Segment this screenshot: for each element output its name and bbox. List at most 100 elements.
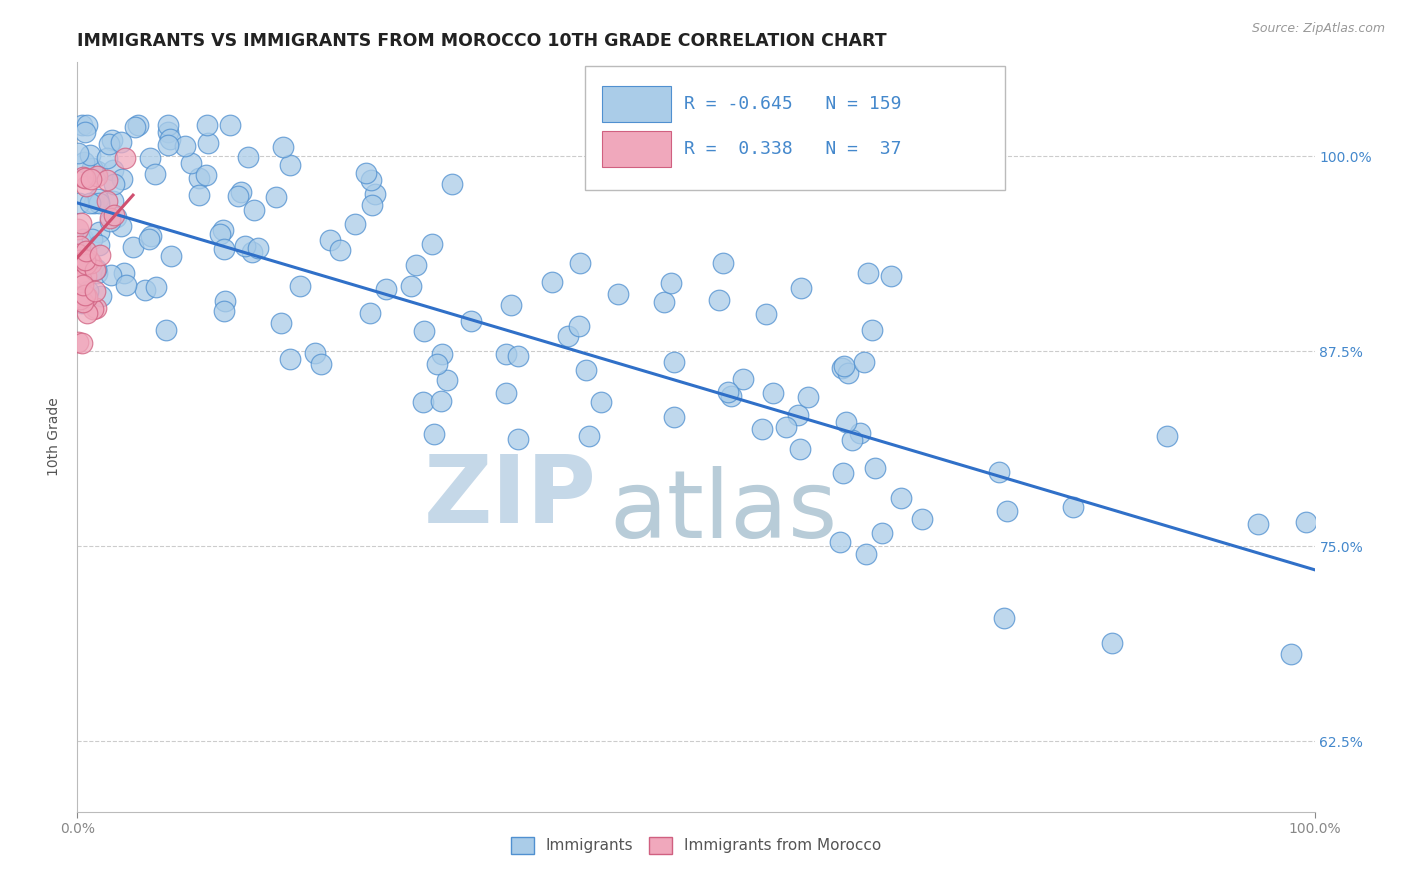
Point xyxy=(995,504,1018,518)
Point xyxy=(852,355,875,369)
Point xyxy=(575,363,598,377)
Point xyxy=(138,231,160,245)
Point xyxy=(238,149,260,163)
Point xyxy=(156,125,179,139)
Point xyxy=(89,248,111,262)
Text: Source: ZipAtlas.com: Source: ZipAtlas.com xyxy=(1251,22,1385,36)
Point xyxy=(399,279,422,293)
Point xyxy=(103,163,125,178)
Point xyxy=(430,393,453,408)
Point xyxy=(70,271,93,285)
Point xyxy=(67,252,90,267)
Point xyxy=(987,465,1010,479)
Point xyxy=(271,140,294,154)
Point xyxy=(266,190,288,204)
Point xyxy=(82,301,104,316)
Point xyxy=(664,355,686,369)
Point xyxy=(841,433,863,447)
Point xyxy=(568,319,591,334)
Point xyxy=(156,137,179,152)
Point xyxy=(66,146,89,161)
Point xyxy=(797,390,820,404)
Point xyxy=(880,269,903,284)
Point xyxy=(837,366,859,380)
Point xyxy=(90,289,112,303)
Point xyxy=(79,196,101,211)
Point xyxy=(98,214,121,228)
Point xyxy=(72,295,94,310)
Point xyxy=(96,194,118,208)
Point xyxy=(717,384,740,399)
Point xyxy=(890,491,912,506)
Point xyxy=(89,238,111,252)
Point xyxy=(226,189,249,203)
Point xyxy=(1295,515,1317,529)
Point xyxy=(70,296,93,310)
Point xyxy=(375,282,398,296)
Point xyxy=(786,409,808,423)
Point xyxy=(243,202,266,217)
Point xyxy=(720,389,742,403)
Point xyxy=(79,148,101,162)
Point xyxy=(73,171,96,186)
Point xyxy=(848,426,870,441)
Point xyxy=(1247,517,1270,532)
Point xyxy=(278,158,301,172)
Point xyxy=(711,256,734,270)
Point xyxy=(212,223,235,237)
Point xyxy=(83,263,105,277)
Point xyxy=(75,244,97,258)
Point xyxy=(76,305,98,319)
Point xyxy=(329,243,352,257)
Point xyxy=(423,427,446,442)
Point xyxy=(67,334,90,349)
Point xyxy=(75,287,97,301)
FancyBboxPatch shape xyxy=(585,66,1005,190)
Point xyxy=(69,216,91,230)
Point xyxy=(105,210,128,224)
Point xyxy=(440,178,463,192)
Point xyxy=(662,410,685,425)
Point xyxy=(69,292,91,306)
Point xyxy=(1101,636,1123,650)
Point xyxy=(495,347,517,361)
Point xyxy=(110,135,132,149)
Point xyxy=(707,293,730,308)
Point xyxy=(195,168,218,182)
Point xyxy=(67,195,90,210)
Point xyxy=(354,165,377,179)
Point xyxy=(86,192,108,206)
Point xyxy=(86,266,108,280)
Point xyxy=(69,250,91,264)
Point xyxy=(214,293,236,308)
Text: R = -0.645   N = 159: R = -0.645 N = 159 xyxy=(683,95,901,112)
Point xyxy=(789,442,811,456)
Point xyxy=(360,197,382,211)
Point xyxy=(557,329,579,343)
Point xyxy=(124,120,146,134)
Point xyxy=(751,422,773,436)
Point xyxy=(432,346,454,360)
Point xyxy=(100,268,122,283)
Point xyxy=(76,257,98,271)
Point xyxy=(436,373,458,387)
Point xyxy=(755,307,778,321)
Point xyxy=(97,136,120,151)
Point xyxy=(84,262,107,277)
Point xyxy=(122,240,145,254)
Point xyxy=(89,225,111,239)
Point xyxy=(72,170,94,185)
FancyBboxPatch shape xyxy=(602,86,671,121)
Point xyxy=(508,432,530,446)
Point xyxy=(858,266,880,280)
Point xyxy=(159,132,181,146)
Point xyxy=(578,428,600,442)
Point xyxy=(155,323,177,337)
Point xyxy=(1156,429,1178,443)
Point xyxy=(360,173,382,187)
Point xyxy=(145,280,167,294)
Point xyxy=(70,118,93,132)
Point xyxy=(863,461,886,475)
Point xyxy=(1279,647,1302,661)
Point xyxy=(96,151,118,165)
